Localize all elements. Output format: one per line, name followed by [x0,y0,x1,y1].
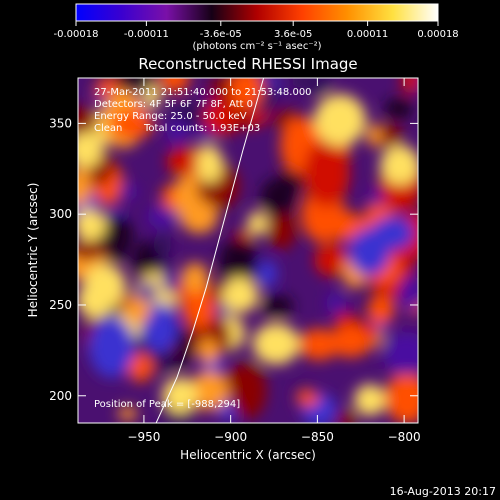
annotation-energy: Energy Range: 25.0 - 50.0 keV [94,111,247,122]
heatmap-blob [367,123,384,148]
heatmap-blob [147,205,180,229]
y-tick-label: 250 [49,298,72,312]
heatmap-hotspot [314,94,366,146]
y-tick-label: 200 [49,389,72,403]
heatmap-hotspot [162,377,198,413]
heatmap-blob [325,292,347,315]
heatmap-blob [167,119,188,145]
heatmap-blob [78,105,97,141]
heatmap-hotspot [78,282,113,318]
footer-timestamp: 16-Aug-2013 20:17 [389,485,496,498]
heatmap-blob [190,370,229,411]
heatmap-blob [196,145,223,184]
heatmap-blob [111,109,154,139]
heatmap-blob [299,328,339,361]
heatmap-blob [367,295,395,325]
colorbar-tick-label: 3.6e-05 [274,29,312,40]
chart-title: Reconstructed RHESSI Image [138,55,357,73]
colorbar-tick-label: -0.00018 [54,29,99,40]
plot-frame [77,77,419,424]
heatmap-blob [153,233,172,256]
annotation-peak: Position of Peak = [-988,294] [94,399,240,410]
heatmap-hotspot [354,384,386,416]
heatmap-blob [385,371,418,423]
heatmap-blob [181,262,209,294]
heatmap-blob [314,243,348,277]
heatmap-blob [224,366,245,387]
y-tick-label: 350 [49,116,72,130]
axis-ticks: −950 −900 −850 −800 200 250 300 350 [49,78,421,444]
colorbar-tick-label: 0.00011 [347,29,388,40]
heatmap-blob [159,78,190,93]
heatmap-blob [247,211,268,236]
colorbar-tick-label: -3.6e-05 [200,29,242,40]
heatmap-blob [133,240,160,280]
heatmap-blob [78,167,92,207]
heatmap-blob [292,78,309,89]
heatmap-blob [137,281,158,303]
y-tick-label: 300 [49,207,72,221]
heatmap-blob [398,275,418,311]
heatmap-hotspot [380,145,418,185]
x-tick-label: −900 [214,430,247,444]
x-tick-label: −800 [388,430,421,444]
heatmap-blob [297,390,320,407]
colorbar-tick-label: -0.00011 [124,29,169,40]
heatmap-blob [88,315,135,378]
heatmap-blob [203,99,238,136]
heatmap-blob [197,338,220,364]
y-axis-label: Heliocentric Y (arcsec) [26,183,40,318]
heatmap-blob [306,78,331,95]
annotation-algorithm: Clean [94,123,122,134]
x-tick-label: −850 [301,430,334,444]
heatmap-hotspot [78,132,103,168]
annotation-time-range: 27-Mar-2011 21:51:40.000 to 21:53:48.000 [94,87,312,98]
heatmap-blob [335,409,356,423]
heatmap-blob [329,325,372,358]
heatmap-blob [380,124,402,148]
heatmap-blob [261,294,294,318]
heatmap-blob [260,177,297,217]
heatmap-blob [303,139,350,207]
heatmap-blob [257,260,278,288]
heatmap-blob [383,332,418,376]
heatmap-image [78,78,418,423]
heatmap-blob [118,406,137,421]
heatmap-blob [219,238,258,287]
colorbar-unit-label: (photons cm⁻² s⁻¹ asec⁻²) [192,41,321,52]
heatmap-plot [78,78,418,423]
solar-limb-curve [155,78,265,423]
heatmap-blob [401,78,418,94]
heatmap-blob [78,238,103,261]
heatmap-blob [252,323,300,365]
heatmap-hotspot [222,277,258,313]
x-axis-label: Heliocentric X (arcsec) [180,448,316,462]
colorbar [75,3,439,22]
heatmap-blob [385,97,413,120]
heatmap-blob [180,201,218,234]
heatmap-blob [181,280,216,330]
heatmap-blob [118,183,138,200]
annotation-counts: Total counts: 1.93E+03 [143,123,260,134]
heatmap-hotspot [78,209,106,241]
x-tick-label: −950 [127,430,160,444]
heatmap-blob [127,353,153,383]
heatmap-blob [141,302,178,353]
heatmap-blob [229,78,264,110]
annotation-detectors: Detectors: 4F 5F 6F 7F 8F, Att 0 [94,99,253,110]
heatmap-blob [124,298,151,323]
heatmap-blob [268,209,297,250]
heatmap-blob [162,270,179,294]
heatmap-blob [348,228,390,277]
colorbar-ticks: -0.00018 -0.00011 -3.6e-05 3.6e-05 0.00011 0.… [54,21,459,40]
heatmap-blob [166,147,200,176]
colorbar-tick-label: 0.00018 [417,29,458,40]
